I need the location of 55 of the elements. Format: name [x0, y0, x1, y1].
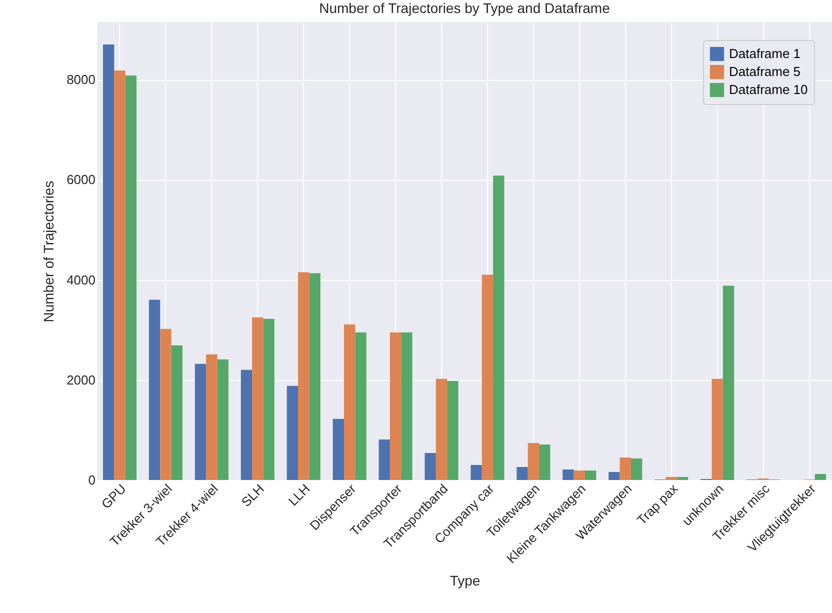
y-tick-label: 4000 — [66, 272, 96, 288]
bar — [585, 470, 596, 480]
bar — [332, 418, 344, 480]
bar — [608, 472, 620, 480]
bar — [493, 176, 504, 480]
bar — [539, 444, 550, 480]
y-tick-label: 8000 — [66, 72, 96, 88]
bar — [424, 452, 436, 480]
bar — [722, 286, 734, 480]
bar — [574, 470, 586, 480]
bar — [194, 364, 206, 480]
bar — [102, 44, 114, 480]
bar — [436, 378, 448, 480]
bar — [240, 370, 252, 480]
bar — [712, 378, 723, 480]
bar — [630, 458, 642, 480]
bar — [206, 354, 218, 480]
y-tick-label: 6000 — [66, 172, 96, 188]
bar — [125, 76, 137, 480]
y-tick-label: 2000 — [66, 372, 96, 388]
bar — [528, 442, 540, 480]
legend-label: Dataframe 5 — [729, 64, 801, 79]
bar — [252, 317, 264, 480]
x-tick-label: SLH — [238, 481, 267, 510]
bar — [171, 345, 182, 480]
bar — [470, 464, 482, 480]
bar — [401, 332, 412, 480]
bar — [114, 70, 126, 480]
bar — [298, 272, 310, 480]
y-axis-title: Number of Trajectories — [40, 180, 57, 322]
bar — [309, 273, 320, 480]
bar — [148, 300, 160, 480]
bar — [814, 474, 826, 480]
chart-title: Number of Trajectories by Type and Dataframe — [319, 0, 610, 16]
bar — [620, 457, 631, 480]
x-axis-title: Type — [450, 572, 480, 588]
bar — [217, 359, 228, 480]
bar — [676, 476, 688, 480]
x-tick-label: LLH — [285, 481, 313, 509]
bar — [516, 466, 528, 480]
bar — [447, 380, 458, 480]
bar — [378, 439, 390, 480]
bar — [482, 274, 494, 480]
bar — [562, 469, 574, 480]
legend-label: Dataframe 1 — [729, 46, 801, 61]
bar — [263, 318, 274, 480]
bar — [286, 386, 298, 480]
bar — [390, 332, 402, 480]
y-tick-label: 0 — [88, 472, 96, 488]
bar — [355, 332, 366, 480]
bar — [160, 328, 172, 480]
legend-label: Dataframe 10 — [729, 82, 808, 97]
bar — [666, 476, 677, 480]
x-tick-label: Trap pax — [634, 480, 681, 528]
bar — [344, 324, 356, 480]
